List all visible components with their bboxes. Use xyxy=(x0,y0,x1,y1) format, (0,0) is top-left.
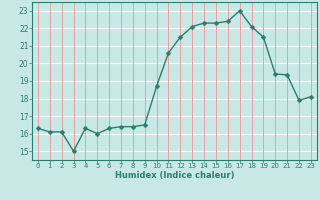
X-axis label: Humidex (Indice chaleur): Humidex (Indice chaleur) xyxy=(115,171,234,180)
